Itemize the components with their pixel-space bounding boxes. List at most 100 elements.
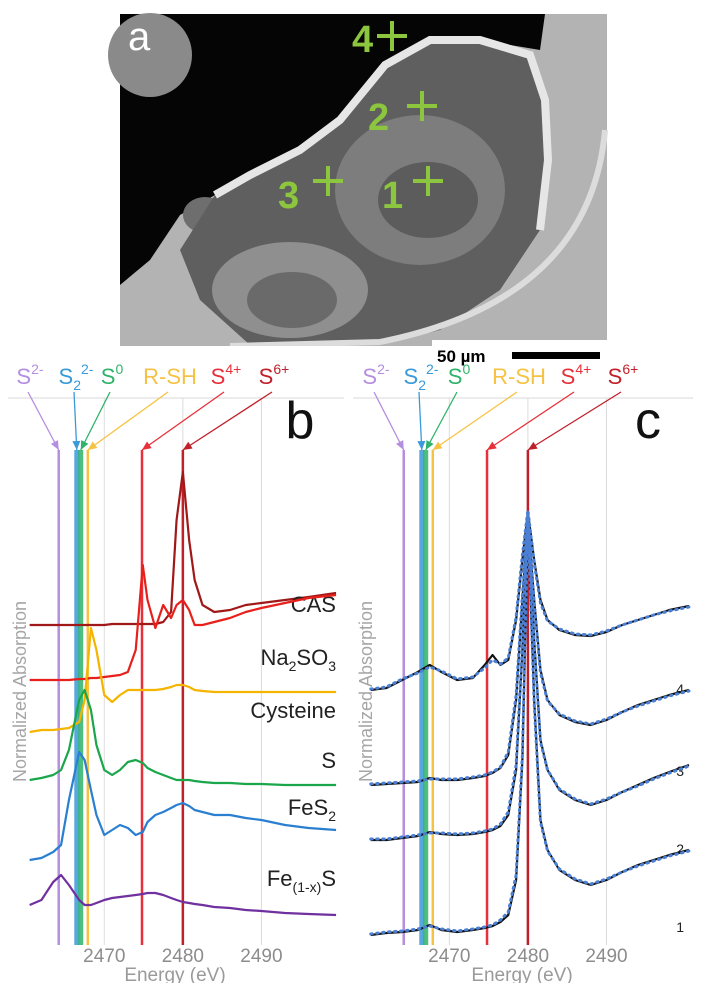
spot-label: 4	[352, 19, 373, 61]
reference-label-base: R-SH	[492, 364, 546, 389]
reference-label-base: S	[561, 364, 576, 389]
grain-fragment	[108, 13, 192, 97]
label-part: 1	[676, 919, 684, 935]
fit-line	[369, 516, 691, 936]
reference-arrow	[425, 391, 458, 451]
spectrum-line	[370, 513, 690, 842]
reference-arrow	[432, 391, 518, 451]
label-part: S	[321, 866, 336, 891]
reference-arrow	[87, 391, 169, 451]
label-part: 2	[328, 808, 336, 824]
label-part: Fe	[267, 866, 293, 891]
spectrum-line	[29, 873, 337, 917]
reference-label-sup: 0	[115, 361, 123, 377]
reference-label: S2-	[16, 361, 43, 389]
reference-label: S0	[448, 361, 471, 389]
reference-arrow	[182, 391, 273, 451]
x-tick-label: 2470	[83, 946, 125, 967]
series-label: Na2SO3	[260, 645, 336, 674]
x-axis-label: Energy (eV)	[471, 965, 572, 983]
spectrum-line	[29, 470, 337, 627]
label-part: 2	[676, 841, 684, 857]
reference-label-base: S	[259, 364, 274, 389]
reference-label-base: S	[362, 364, 377, 389]
grain-rim	[213, 36, 553, 231]
reference-arrowhead	[527, 441, 538, 450]
label-part: 4	[676, 681, 684, 697]
spectrum-line	[29, 688, 337, 787]
reference-arrow	[418, 391, 423, 451]
reference-arrowhead	[80, 440, 89, 450]
reference-label-base: S	[211, 364, 226, 389]
reference-arrowhead	[87, 441, 98, 450]
label-part: 2	[289, 658, 297, 674]
reference-arrowhead	[396, 440, 404, 450]
reference-label-sub: 2	[418, 377, 426, 393]
reference-label-base: S	[101, 364, 116, 389]
x-tick-label: 2470	[428, 946, 470, 967]
panel-label: c	[635, 392, 661, 450]
fit-line	[369, 511, 691, 841]
reference-label: R-SH	[492, 364, 546, 389]
spectrum-line	[29, 750, 337, 862]
panel-label: b	[286, 392, 315, 450]
series-label: FeS2	[288, 795, 336, 824]
reference-arrowhead	[142, 441, 152, 450]
reference-label-sup: 2-	[426, 361, 439, 377]
x-tick-label: 2490	[585, 946, 627, 967]
scale-bar-label: 50 µm	[437, 347, 486, 366]
series-label: 2	[676, 841, 684, 857]
reference-arrowhead	[50, 440, 59, 450]
spot-label: 2	[368, 97, 389, 139]
label-part: 3	[676, 763, 684, 779]
x-tick-label: 2480	[162, 946, 204, 967]
reference-label-sup: 2-	[81, 361, 94, 377]
label-part: SO	[296, 645, 328, 670]
reference-arrow	[73, 391, 78, 451]
void-region	[120, 14, 545, 285]
reference-label-sub: 2	[73, 377, 81, 393]
reference-arrowhead	[417, 440, 426, 450]
reference-arrowhead	[432, 441, 443, 450]
reference-arrow	[373, 391, 405, 451]
grain-core	[247, 272, 337, 328]
reference-arrow	[141, 391, 225, 451]
reference-label-sup: 6+	[622, 361, 638, 377]
series-label: 1	[676, 919, 684, 935]
spectrum-line	[370, 518, 690, 937]
reference-arrow	[486, 391, 575, 451]
reference-arrow	[80, 391, 111, 451]
spot-markers: 4 2 3 1	[278, 19, 443, 217]
label-part: FeS	[288, 795, 328, 820]
y-axis-label: Normalized Absorption	[10, 601, 30, 782]
spectrum-line	[29, 563, 337, 682]
reference-arrowhead	[425, 440, 434, 450]
reference-arrow	[527, 391, 622, 451]
x-tick-label: 2480	[507, 946, 549, 967]
series-label: Cysteine	[250, 698, 336, 723]
reference-label-base: S	[608, 364, 623, 389]
reference-label: R-SH	[143, 364, 197, 389]
reference-label-sup: 0	[462, 361, 470, 377]
container-edge	[229, 129, 608, 349]
spot-label: 1	[382, 175, 403, 217]
scale-bar	[512, 352, 600, 359]
series-label: 4	[676, 681, 684, 697]
grain-core	[378, 162, 478, 238]
x-tick-label: 2490	[240, 946, 282, 967]
fit-line	[369, 508, 691, 691]
label-part: S	[321, 748, 336, 773]
reference-label-sup: 2-	[377, 361, 390, 377]
series-label: 3	[676, 763, 684, 779]
micrograph: 50 µm a	[108, 13, 608, 368]
reference-label-sup: 2-	[31, 361, 44, 377]
reference-label: S6+	[608, 361, 639, 389]
reference-label: S4+	[211, 361, 242, 389]
x-axis-label: Energy (eV)	[124, 965, 225, 983]
label-part: 3	[328, 658, 336, 674]
reference-arrowhead	[72, 440, 81, 450]
reference-label: S0	[101, 361, 124, 389]
reference-arrowhead	[182, 441, 193, 450]
series-label: Fe(1-x)S	[267, 866, 336, 895]
